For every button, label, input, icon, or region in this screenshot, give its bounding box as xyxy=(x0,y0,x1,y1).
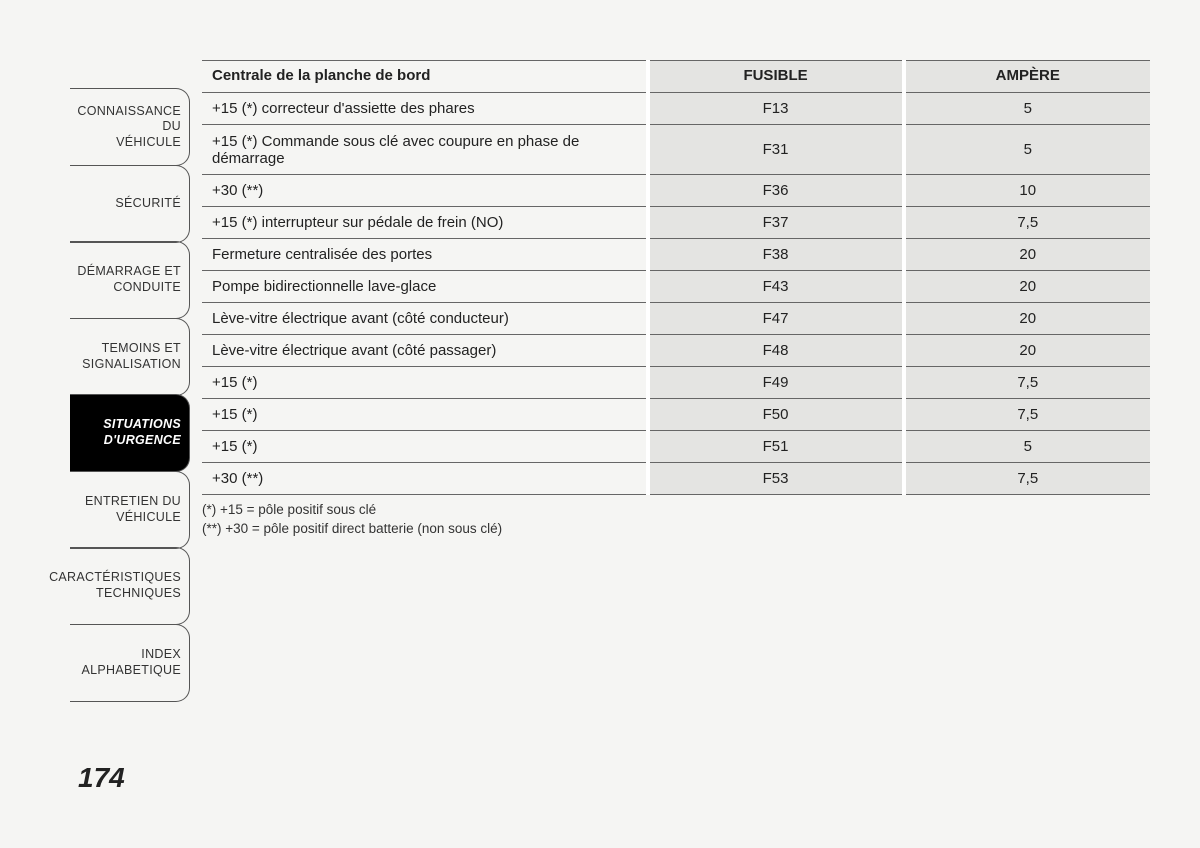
table-row: +15 (*)F515 xyxy=(202,431,1150,463)
table-row: Lève-vitre électrique avant (côté conduc… xyxy=(202,303,1150,335)
table-row: Fermeture centralisée des portesF3820 xyxy=(202,239,1150,271)
cell-ampere: 7,5 xyxy=(904,399,1151,431)
cell-ampere: 5 xyxy=(904,125,1151,175)
cell-fusible: F49 xyxy=(648,367,904,399)
sidebar-tab[interactable]: CARACTÉRISTIQUESTECHNIQUES xyxy=(70,547,190,625)
column-header-fusible: FUSIBLE xyxy=(648,61,904,93)
footnote-line: (*) +15 = pôle positif sous clé xyxy=(202,501,1150,520)
cell-desc: +15 (*) Commande sous clé avec coupure e… xyxy=(202,125,648,175)
sidebar-tab-label: CARACTÉRISTIQUESTECHNIQUES xyxy=(49,570,181,601)
sidebar-tab-label: DÉMARRAGE ETCONDUITE xyxy=(77,264,181,295)
cell-desc: Fermeture centralisée des portes xyxy=(202,239,648,271)
cell-fusible: F31 xyxy=(648,125,904,175)
cell-ampere: 7,5 xyxy=(904,207,1151,239)
page-container: CONNAISSANCE DUVÉHICULE SÉCURITÉ DÉMARRAGE… xyxy=(0,60,1150,818)
cell-fusible: F13 xyxy=(648,93,904,125)
cell-desc: +15 (*) interrupteur sur pédale de frein… xyxy=(202,207,648,239)
fuse-table: Centrale de la planche de bord FUSIBLE A… xyxy=(202,60,1150,495)
cell-desc: +30 (**) xyxy=(202,463,648,495)
cell-desc: +15 (*) correcteur d'assiette des phares xyxy=(202,93,648,125)
sidebar-tab-label: CONNAISSANCE DUVÉHICULE xyxy=(70,104,181,151)
table-row: Lève-vitre électrique avant (côté passag… xyxy=(202,335,1150,367)
cell-ampere: 20 xyxy=(904,335,1151,367)
sidebar-tab-label: SÉCURITÉ xyxy=(115,196,181,212)
cell-desc: +15 (*) xyxy=(202,399,648,431)
sidebar-tab-label: ENTRETIEN DUVÉHICULE xyxy=(85,494,181,525)
column-header-ampere: AMPÈRE xyxy=(904,61,1151,93)
cell-fusible: F43 xyxy=(648,271,904,303)
sidebar-tab-label: SITUATIONSD'URGENCE xyxy=(103,417,181,448)
sidebar-nav: CONNAISSANCE DUVÉHICULE SÉCURITÉ DÉMARRAGE… xyxy=(0,60,190,818)
sidebar-tab-label: TEMOINS ETSIGNALISATION xyxy=(82,341,181,372)
cell-desc: +30 (**) xyxy=(202,175,648,207)
cell-fusible: F53 xyxy=(648,463,904,495)
cell-fusible: F48 xyxy=(648,335,904,367)
cell-ampere: 7,5 xyxy=(904,463,1151,495)
table-row: +15 (*) interrupteur sur pédale de frein… xyxy=(202,207,1150,239)
table-footnotes: (*) +15 = pôle positif sous clé(**) +30 … xyxy=(202,501,1150,539)
cell-desc: +15 (*) xyxy=(202,367,648,399)
cell-fusible: F47 xyxy=(648,303,904,335)
cell-ampere: 10 xyxy=(904,175,1151,207)
table-row: +15 (*) Commande sous clé avec coupure e… xyxy=(202,125,1150,175)
table-row: +15 (*) correcteur d'assiette des phares… xyxy=(202,93,1150,125)
sidebar-tab[interactable]: CONNAISSANCE DUVÉHICULE xyxy=(70,88,190,166)
sidebar-tab[interactable]: SITUATIONSD'URGENCE xyxy=(70,394,190,472)
table-row: +15 (*)F507,5 xyxy=(202,399,1150,431)
page-number: 174 xyxy=(78,762,125,794)
cell-desc: +15 (*) xyxy=(202,431,648,463)
table-row: +30 (**)F537,5 xyxy=(202,463,1150,495)
cell-fusible: F50 xyxy=(648,399,904,431)
column-header-desc: Centrale de la planche de bord xyxy=(202,61,648,93)
cell-ampere: 20 xyxy=(904,271,1151,303)
sidebar-tab[interactable]: INDEXALPHABETIQUE xyxy=(70,624,190,702)
cell-desc: Lève-vitre électrique avant (côté passag… xyxy=(202,335,648,367)
table-row: Pompe bidirectionnelle lave-glaceF4320 xyxy=(202,271,1150,303)
sidebar-tab[interactable]: SÉCURITÉ xyxy=(70,165,190,243)
cell-ampere: 7,5 xyxy=(904,367,1151,399)
cell-ampere: 20 xyxy=(904,239,1151,271)
table-body: +15 (*) correcteur d'assiette des phares… xyxy=(202,93,1150,495)
cell-fusible: F37 xyxy=(648,207,904,239)
sidebar-tab[interactable]: TEMOINS ETSIGNALISATION xyxy=(70,318,190,396)
cell-fusible: F51 xyxy=(648,431,904,463)
sidebar-tab-label: INDEXALPHABETIQUE xyxy=(82,647,181,678)
table-row: +15 (*)F497,5 xyxy=(202,367,1150,399)
sidebar-tab[interactable]: ENTRETIEN DUVÉHICULE xyxy=(70,471,190,549)
table-row: +30 (**)F3610 xyxy=(202,175,1150,207)
cell-ampere: 5 xyxy=(904,431,1151,463)
cell-ampere: 5 xyxy=(904,93,1151,125)
cell-fusible: F38 xyxy=(648,239,904,271)
table-header-row: Centrale de la planche de bord FUSIBLE A… xyxy=(202,61,1150,93)
footnote-line: (**) +30 = pôle positif direct batterie … xyxy=(202,520,1150,539)
sidebar-tab[interactable]: DÉMARRAGE ETCONDUITE xyxy=(70,241,190,319)
cell-ampere: 20 xyxy=(904,303,1151,335)
cell-desc: Lève-vitre électrique avant (côté conduc… xyxy=(202,303,648,335)
cell-desc: Pompe bidirectionnelle lave-glace xyxy=(202,271,648,303)
main-content: Centrale de la planche de bord FUSIBLE A… xyxy=(190,60,1150,818)
cell-fusible: F36 xyxy=(648,175,904,207)
